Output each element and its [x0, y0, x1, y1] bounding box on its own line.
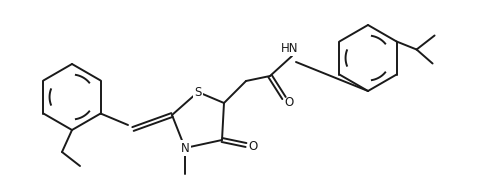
Text: O: O — [284, 96, 294, 108]
Text: S: S — [194, 85, 202, 98]
Text: N: N — [180, 142, 190, 154]
Text: O: O — [248, 139, 258, 152]
Text: HN: HN — [281, 42, 299, 54]
